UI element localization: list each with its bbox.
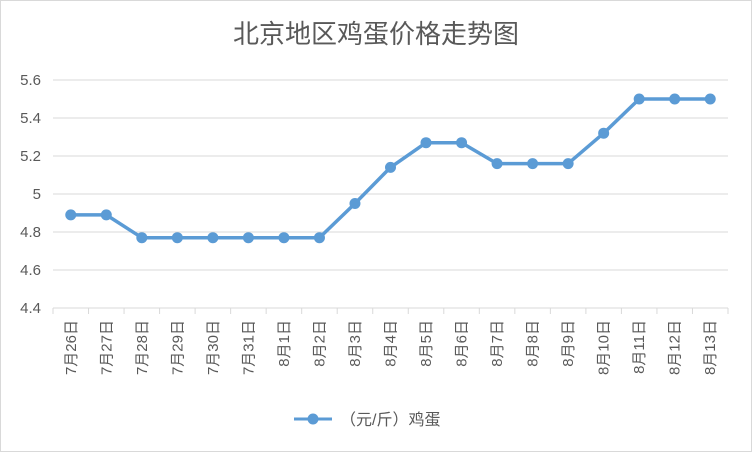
x-tick-labels: 7月26日 7月27日 7月28日 7月29日 7月30日 7月31日 8月1日 8月2日 8月…	[63, 320, 719, 375]
x-tick-label-11: 8月6日	[454, 320, 471, 367]
data-point-7	[313, 232, 325, 244]
x-tick-label-4: 7月30日	[205, 320, 222, 375]
data-point-4	[207, 232, 219, 244]
x-tick-label-14: 8月9日	[560, 320, 577, 367]
legend-marker-swatch	[307, 413, 319, 425]
y-tick-labels: 4.4 4.6 4.8 5 5.2 5.4 5.6	[20, 72, 41, 317]
data-point-17	[669, 93, 681, 105]
data-point-13	[527, 158, 539, 170]
data-point-18	[704, 93, 716, 105]
y-tick-label-2: 4.8	[20, 224, 41, 241]
x-tick-label-10: 8月5日	[418, 320, 435, 367]
legend: （元/斤）鸡蛋	[294, 411, 440, 429]
x-tick-label-15: 8月10日	[596, 320, 613, 375]
grid-layer	[52, 79, 729, 314]
y-tick-label-1: 4.6	[20, 262, 41, 279]
data-point-15	[598, 127, 610, 139]
y-tick-label-0: 4.4	[20, 300, 41, 317]
data-point-10	[420, 137, 432, 149]
x-tick-label-3: 7月29日	[169, 320, 186, 375]
x-tick-label-9: 8月4日	[383, 320, 400, 367]
y-tick-label-3: 5	[33, 186, 41, 203]
data-point-3	[171, 232, 183, 244]
data-point-0	[65, 209, 77, 221]
data-point-14	[562, 158, 574, 170]
x-tick-label-5: 7月31日	[240, 320, 257, 375]
x-tick-label-8: 8月3日	[347, 320, 364, 367]
chart-title: 北京地区鸡蛋价格走势图	[233, 19, 519, 49]
series-layer	[65, 93, 716, 244]
x-tick-label-18: 8月13日	[702, 320, 719, 375]
x-tick-label-6: 8月1日	[276, 320, 293, 367]
x-tick-label-0: 7月26日	[63, 320, 80, 375]
data-point-11	[456, 137, 468, 149]
data-point-2	[136, 232, 148, 244]
x-tick-label-13: 8月8日	[525, 320, 542, 367]
x-tick-label-7: 8月2日	[311, 320, 328, 367]
data-point-8	[349, 198, 361, 209]
data-point-5	[242, 232, 254, 244]
data-point-6	[278, 232, 290, 244]
data-point-12	[491, 158, 503, 170]
data-point-1	[100, 209, 112, 221]
x-tick-label-16: 8月11日	[631, 320, 648, 374]
x-tick-label-12: 8月7日	[489, 320, 506, 367]
y-tick-label-5: 5.4	[20, 110, 41, 127]
y-tick-label-4: 5.2	[20, 148, 41, 165]
x-tick-label-1: 7月27日	[98, 320, 115, 375]
legend-label: （元/斤）鸡蛋	[340, 411, 440, 429]
data-point-9	[385, 161, 396, 173]
x-tick-label-17: 8月12日	[667, 320, 684, 375]
y-tick-label-6: 5.6	[20, 72, 41, 89]
data-point-16	[633, 93, 645, 105]
x-tick-label-2: 7月28日	[134, 320, 151, 375]
